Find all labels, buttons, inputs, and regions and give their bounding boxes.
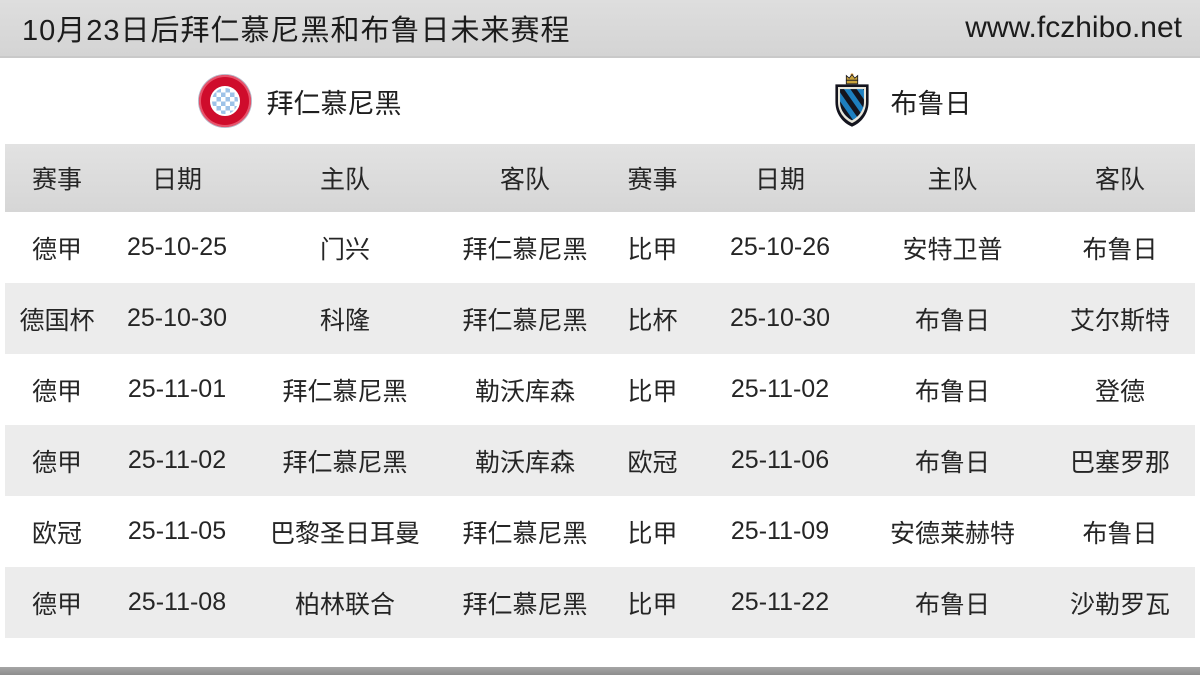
col-header-away-left: 客队 <box>499 166 550 194</box>
cell-date: 25-10-30 <box>126 304 228 332</box>
col-header-date-left: 日期 <box>151 166 202 194</box>
cell-competition: 德甲 <box>31 235 82 264</box>
cell-away-team: 拜仁慕尼黑 <box>462 306 588 335</box>
cell-date: 25-11-22 <box>730 588 830 616</box>
cell-away-team: 登德 <box>1094 377 1145 406</box>
cell-home-team: 拜仁慕尼黑 <box>282 448 408 477</box>
cell-competition: 德甲 <box>31 448 82 477</box>
cell-home-team: 拜仁慕尼黑 <box>282 377 408 406</box>
cell-away-team: 沙勒罗瓦 <box>1069 590 1170 619</box>
teams-row: 拜仁慕尼黑 <box>0 58 1200 144</box>
bayern-munich-logo-icon <box>198 75 251 127</box>
cell-away-team: 布鲁日 <box>1082 235 1158 264</box>
col-header-date-right: 日期 <box>754 166 805 194</box>
top-header: 10月23日后拜仁慕尼黑和布鲁日未来赛程 www.fczhibo.net <box>0 0 1200 58</box>
cell-home-team: 布鲁日 <box>914 377 990 406</box>
table-row: 德甲 25-11-08 柏林联合 拜仁慕尼黑 比甲 25-11-22 布鲁日 沙… <box>5 567 1195 638</box>
table-row: 德国杯 25-10-30 科隆 拜仁慕尼黑 比杯 25-10-30 布鲁日 艾尔… <box>5 283 1195 354</box>
cell-away-team: 拜仁慕尼黑 <box>462 590 588 619</box>
cell-away-team: 勒沃库森 <box>474 377 575 406</box>
team-brugge: 布鲁日 <box>600 58 1200 144</box>
team-brugge-name: 布鲁日 <box>890 88 972 119</box>
cell-home-team: 安特卫普 <box>902 235 1003 264</box>
cell-away-team: 巴塞罗那 <box>1069 448 1170 477</box>
cell-competition: 比甲 <box>627 377 678 406</box>
table-row: 德甲 25-10-25 门兴 拜仁慕尼黑 比甲 25-10-26 安特卫普 布鲁… <box>5 212 1195 283</box>
cell-competition: 德甲 <box>31 377 82 406</box>
cell-away-team: 布鲁日 <box>1082 519 1158 548</box>
cell-competition: 欧冠 <box>31 519 82 548</box>
cell-competition: 比甲 <box>627 590 678 619</box>
cell-competition: 比甲 <box>627 235 678 264</box>
cell-home-team: 科隆 <box>319 306 370 335</box>
cell-away-team: 拜仁慕尼黑 <box>462 519 588 548</box>
fixtures-table: 赛事 日期 主队 客队 赛事 日期 主队 客队 德甲 25-10-25 门兴 拜… <box>0 144 1200 645</box>
cell-competition: 比杯 <box>627 306 678 335</box>
cell-home-team: 柏林联合 <box>294 590 395 619</box>
cell-competition: 欧冠 <box>627 448 678 477</box>
col-header-home-left: 主队 <box>319 166 370 194</box>
cell-date: 25-11-02 <box>730 375 830 403</box>
club-brugge-logo-icon <box>834 73 869 127</box>
site-url[interactable]: www.fczhibo.net <box>965 11 1182 44</box>
cell-home-team: 门兴 <box>319 235 370 264</box>
bottom-spacer <box>0 645 1200 667</box>
cell-date: 25-10-26 <box>729 233 831 261</box>
cell-date: 25-11-06 <box>730 446 830 474</box>
col-header-home-right: 主队 <box>927 166 978 194</box>
cell-away-team: 拜仁慕尼黑 <box>462 235 588 264</box>
table-row: 德甲 25-11-01 拜仁慕尼黑 勒沃库森 比甲 25-11-02 布鲁日 登… <box>5 354 1195 425</box>
cell-home-team: 巴黎圣日耳曼 <box>269 519 420 548</box>
cell-home-team: 布鲁日 <box>914 306 990 335</box>
cell-date: 25-11-09 <box>730 517 830 545</box>
page-title: 10月23日后拜仁慕尼黑和布鲁日未来赛程 <box>22 15 571 47</box>
team-bayern-name: 拜仁慕尼黑 <box>266 88 402 119</box>
col-header-away-right: 客队 <box>1094 166 1145 194</box>
bottom-bar <box>0 667 1200 675</box>
col-header-competition-left: 赛事 <box>31 166 82 194</box>
cell-competition: 德国杯 <box>19 306 95 335</box>
cell-date: 25-10-25 <box>126 233 228 261</box>
table-header-row: 赛事 日期 主队 客队 赛事 日期 主队 客队 <box>5 144 1195 212</box>
cell-competition: 比甲 <box>627 519 678 548</box>
cell-date: 25-10-30 <box>729 304 831 332</box>
table-row: 欧冠 25-11-05 巴黎圣日耳曼 拜仁慕尼黑 比甲 25-11-09 安德莱… <box>5 496 1195 567</box>
col-header-competition-right: 赛事 <box>627 166 678 194</box>
cell-date: 25-11-08 <box>127 588 227 616</box>
cell-home-team: 布鲁日 <box>914 590 990 619</box>
cell-home-team: 布鲁日 <box>914 448 990 477</box>
cell-competition: 德甲 <box>31 590 82 619</box>
cell-away-team: 艾尔斯特 <box>1069 306 1170 335</box>
cell-home-team: 安德莱赫特 <box>889 519 1015 548</box>
cell-date: 25-11-02 <box>127 446 227 474</box>
table-row: 德甲 25-11-02 拜仁慕尼黑 勒沃库森 欧冠 25-11-06 布鲁日 巴… <box>5 425 1195 496</box>
cell-date: 25-11-05 <box>127 517 227 545</box>
team-bayern: 拜仁慕尼黑 <box>0 58 600 144</box>
cell-date: 25-11-01 <box>127 375 227 403</box>
cell-away-team: 勒沃库森 <box>474 448 575 477</box>
